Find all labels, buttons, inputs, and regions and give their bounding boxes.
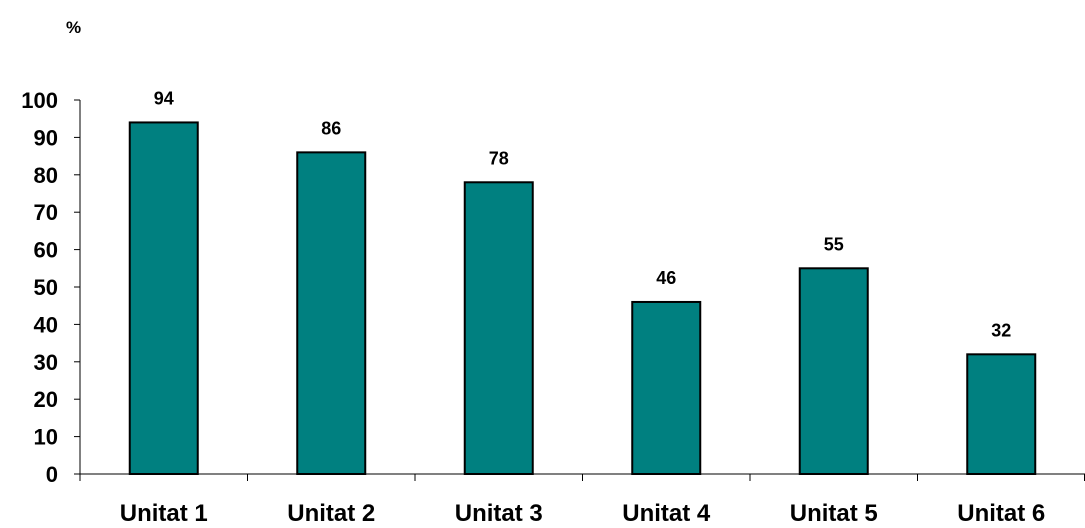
x-axis: Unitat 1 Unitat 2 Unitat 3 Unitat 4 Unitat 5… — [79, 473, 1085, 527]
y-axis: 0 10 20 30 40 50 60 70 80 90 100 — [21, 88, 81, 487]
x-category-label: Unitat 4 — [622, 500, 711, 527]
y-tick-label: 60 — [34, 238, 58, 263]
bar-value-label: 78 — [489, 148, 509, 168]
y-tick-label: 40 — [34, 312, 58, 337]
data-labels-group: 94 86 78 46 55 32 — [154, 88, 1012, 340]
y-tick-label: 20 — [34, 387, 58, 412]
y-tick-label: 90 — [34, 125, 58, 150]
bar-value-label: 32 — [991, 320, 1011, 340]
y-tick-label: 10 — [34, 425, 58, 450]
y-tick-label: 50 — [34, 275, 58, 300]
bar-3 — [463, 181, 534, 475]
bar-5 — [798, 267, 869, 475]
bar-2 — [296, 151, 367, 476]
y-axis-unit-label: % — [66, 18, 82, 37]
y-tick-label: 0 — [46, 462, 58, 487]
x-category-label: Unitat 1 — [120, 500, 208, 527]
x-category-label: Unitat 5 — [790, 500, 878, 527]
bar-1 — [128, 121, 199, 475]
bar-4 — [631, 300, 702, 475]
bar-6 — [966, 353, 1037, 476]
y-tick-label: 30 — [34, 350, 58, 375]
y-tick-label: 80 — [34, 163, 58, 188]
bar-value-label: 46 — [656, 268, 676, 288]
bar-value-label: 55 — [824, 234, 844, 254]
x-category-label: Unitat 2 — [287, 500, 375, 527]
x-category-label: Unitat 3 — [455, 500, 543, 527]
y-tick-label: 100 — [21, 88, 58, 113]
bars-group — [128, 121, 1037, 476]
bar-value-label: 94 — [154, 88, 174, 108]
x-category-label: Unitat 6 — [957, 500, 1045, 527]
bar-value-label: 86 — [321, 118, 341, 138]
y-tick-label: 70 — [34, 200, 58, 225]
